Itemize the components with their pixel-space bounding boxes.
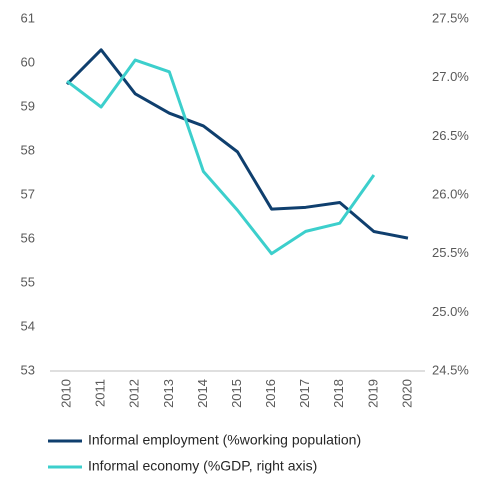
x-tick-label: 2011 <box>93 379 108 407</box>
x-tick-label: 2013 <box>161 379 176 408</box>
y-tick-label: 53 <box>21 362 35 377</box>
series-line <box>66 58 376 256</box>
x-tick-label: 2014 <box>195 379 210 408</box>
y-tick-label: 56 <box>21 230 35 245</box>
x-tick-label: 2019 <box>365 379 380 408</box>
x-tick-label: 2015 <box>229 379 244 408</box>
y2-tick-label: 27.0% <box>432 69 469 84</box>
x-tick-label: 2016 <box>263 379 278 408</box>
x-tick-label: 2010 <box>58 379 73 408</box>
y-tick-label: 61 <box>21 10 35 25</box>
x-tick-label: 2020 <box>399 379 414 408</box>
y-tick-label: 55 <box>21 274 35 289</box>
x-tick-label: 2017 <box>297 379 312 408</box>
y-tick-label: 59 <box>21 98 35 113</box>
y2-tick-label: 25.5% <box>432 245 469 260</box>
y-tick-label: 60 <box>21 54 35 69</box>
y2-tick-label: 25.0% <box>432 304 469 319</box>
y2-tick-label: 27.5% <box>432 10 469 25</box>
x-tick-label: 2018 <box>331 379 346 408</box>
y-tick-label: 58 <box>21 142 35 157</box>
legend-label: Informal economy (%GDP, right axis) <box>88 458 317 474</box>
y2-tick-label: 24.5% <box>432 362 469 377</box>
y2-tick-label: 26.0% <box>432 186 469 201</box>
y2-tick-label: 26.5% <box>432 128 469 143</box>
legend-label: Informal employment (%working population… <box>88 432 361 448</box>
series-line <box>65 48 409 240</box>
x-tick-label: 2012 <box>127 379 142 408</box>
y-tick-label: 54 <box>21 318 35 333</box>
y-tick-label: 57 <box>21 186 35 201</box>
